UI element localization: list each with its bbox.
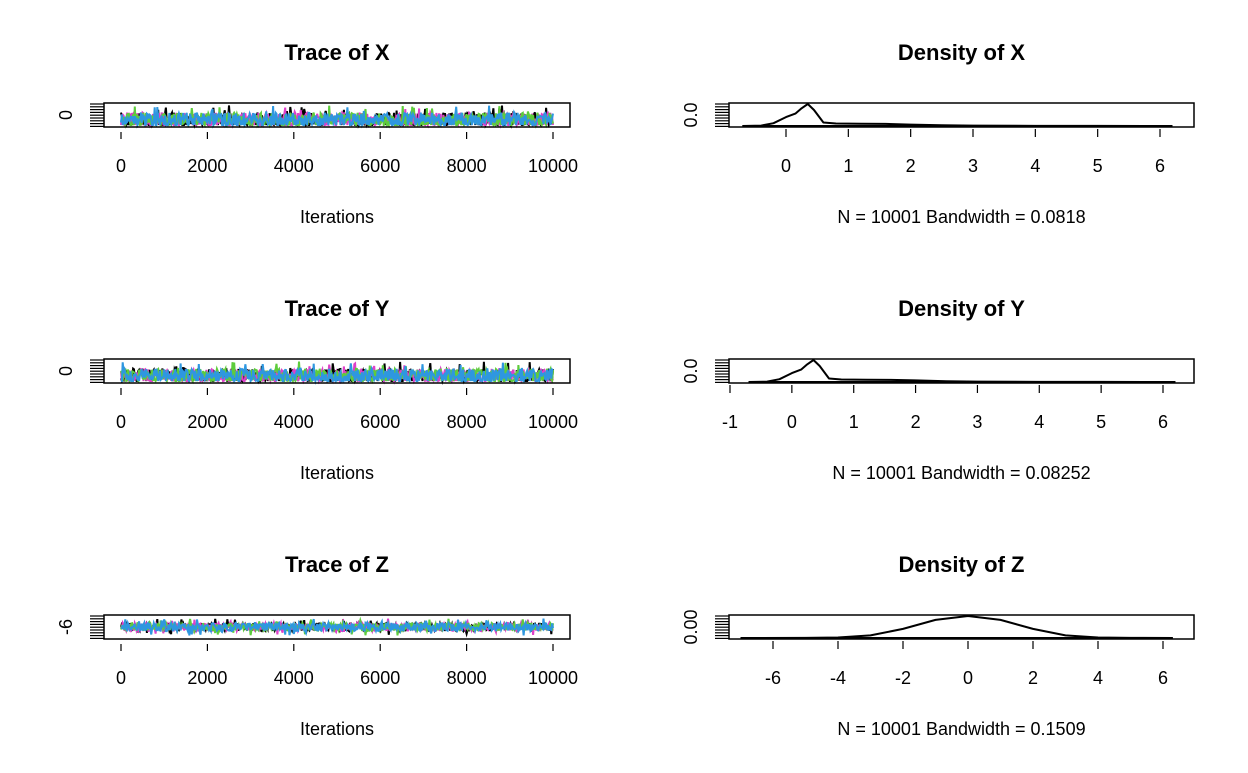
x-axis-label: N = 10001 Bandwidth = 0.08252 (832, 463, 1090, 483)
panel-title: Density of Y (898, 296, 1025, 321)
x-tick-label: 6000 (360, 668, 400, 688)
x-tick-label: 10000 (528, 412, 578, 432)
plot-frame (103, 358, 571, 384)
x-axis-label: N = 10001 Bandwidth = 0.0818 (837, 207, 1085, 227)
x-tick-label: -2 (895, 668, 911, 688)
x-axis-label: Iterations (300, 207, 374, 227)
trace-chain-4 (120, 105, 554, 129)
panel-title: Trace of X (284, 40, 389, 65)
y-tick-label: 0.0 (681, 358, 701, 383)
x-tick-label: -6 (765, 668, 781, 688)
trace-chain-3 (120, 361, 554, 385)
panel-title: Density of X (898, 40, 1025, 65)
plot-frame (103, 614, 571, 640)
x-tick-label: 4 (1030, 156, 1040, 176)
y-tick-label: 0 (56, 110, 76, 120)
x-tick-label: 1 (843, 156, 853, 176)
x-tick-label: 2000 (187, 156, 227, 176)
panel-title: Trace of Y (285, 296, 390, 321)
x-tick-label: 0 (781, 156, 791, 176)
x-tick-label: 10000 (528, 156, 578, 176)
x-axis-label: Iterations (300, 719, 374, 739)
x-tick-label: 2000 (187, 412, 227, 432)
x-tick-label: 10000 (528, 668, 578, 688)
panel-trace-of-x: Trace of X Iterations 0 0 2000 4000 6000 8000 10… (56, 40, 578, 227)
x-tick-label: 6000 (360, 412, 400, 432)
x-tick-label: 6 (1158, 668, 1168, 688)
x-tick-label: 3 (968, 156, 978, 176)
x-tick-label: 3 (972, 412, 982, 432)
trace-chain-4 (120, 618, 554, 637)
x-tick-label: 0 (116, 156, 126, 176)
plot-frame (103, 102, 571, 128)
x-tick-label: 4000 (274, 156, 314, 176)
panel-trace-of-z: Trace of Z Iterations -6 0 2000 4000 6000 8000 1… (56, 552, 578, 739)
panel-trace-of-y: Trace of Y Iterations 0 0 2000 4000 6000 8000 10… (56, 296, 578, 483)
x-axis-label: Iterations (300, 463, 374, 483)
x-tick-label: 6 (1155, 156, 1165, 176)
x-tick-label: 4 (1093, 668, 1103, 688)
panel-density-of-x: Density of X N = 10001 Bandwidth = 0.0818… (681, 40, 1195, 227)
x-tick-label: 2 (1028, 668, 1038, 688)
x-tick-label: 8000 (447, 156, 487, 176)
y-tick-label: 0.00 (681, 609, 701, 644)
x-tick-label: 2000 (187, 668, 227, 688)
x-tick-label: 6 (1158, 412, 1168, 432)
plot-frame (728, 358, 1195, 384)
x-tick-label: 2 (911, 412, 921, 432)
y-tick-label: 0.0 (681, 102, 701, 127)
x-tick-label: -4 (830, 668, 846, 688)
panel-density-of-y: Density of Y N = 10001 Bandwidth = 0.0825… (681, 296, 1195, 483)
panel-title: Trace of Z (285, 552, 389, 577)
x-tick-label: 1 (849, 412, 859, 432)
plot-frame (728, 614, 1195, 640)
density-curve (740, 615, 1173, 639)
trace-chain-4 (120, 362, 554, 385)
x-tick-label: 8000 (447, 668, 487, 688)
panel-density-of-z: Density of Z N = 10001 Bandwidth = 0.1509… (681, 552, 1195, 739)
x-tick-label: 0 (963, 668, 973, 688)
density-curve (742, 103, 1173, 127)
x-tick-label: 2 (906, 156, 916, 176)
x-axis-label: N = 10001 Bandwidth = 0.1509 (837, 719, 1085, 739)
x-tick-label: 5 (1093, 156, 1103, 176)
x-tick-label: 0 (116, 412, 126, 432)
x-tick-label: 0 (116, 668, 126, 688)
plot-frame (728, 102, 1195, 128)
panel-title: Density of Z (899, 552, 1025, 577)
x-tick-label: 4000 (274, 668, 314, 688)
x-tick-label: 6000 (360, 156, 400, 176)
x-tick-label: -1 (722, 412, 738, 432)
density-curve (748, 359, 1176, 383)
x-tick-label: 8000 (447, 412, 487, 432)
x-tick-label: 5 (1096, 412, 1106, 432)
x-tick-label: 0 (787, 412, 797, 432)
x-tick-label: 4000 (274, 412, 314, 432)
x-tick-label: 4 (1034, 412, 1044, 432)
y-tick-label: 0 (56, 366, 76, 376)
y-tick-label: -6 (56, 619, 76, 635)
